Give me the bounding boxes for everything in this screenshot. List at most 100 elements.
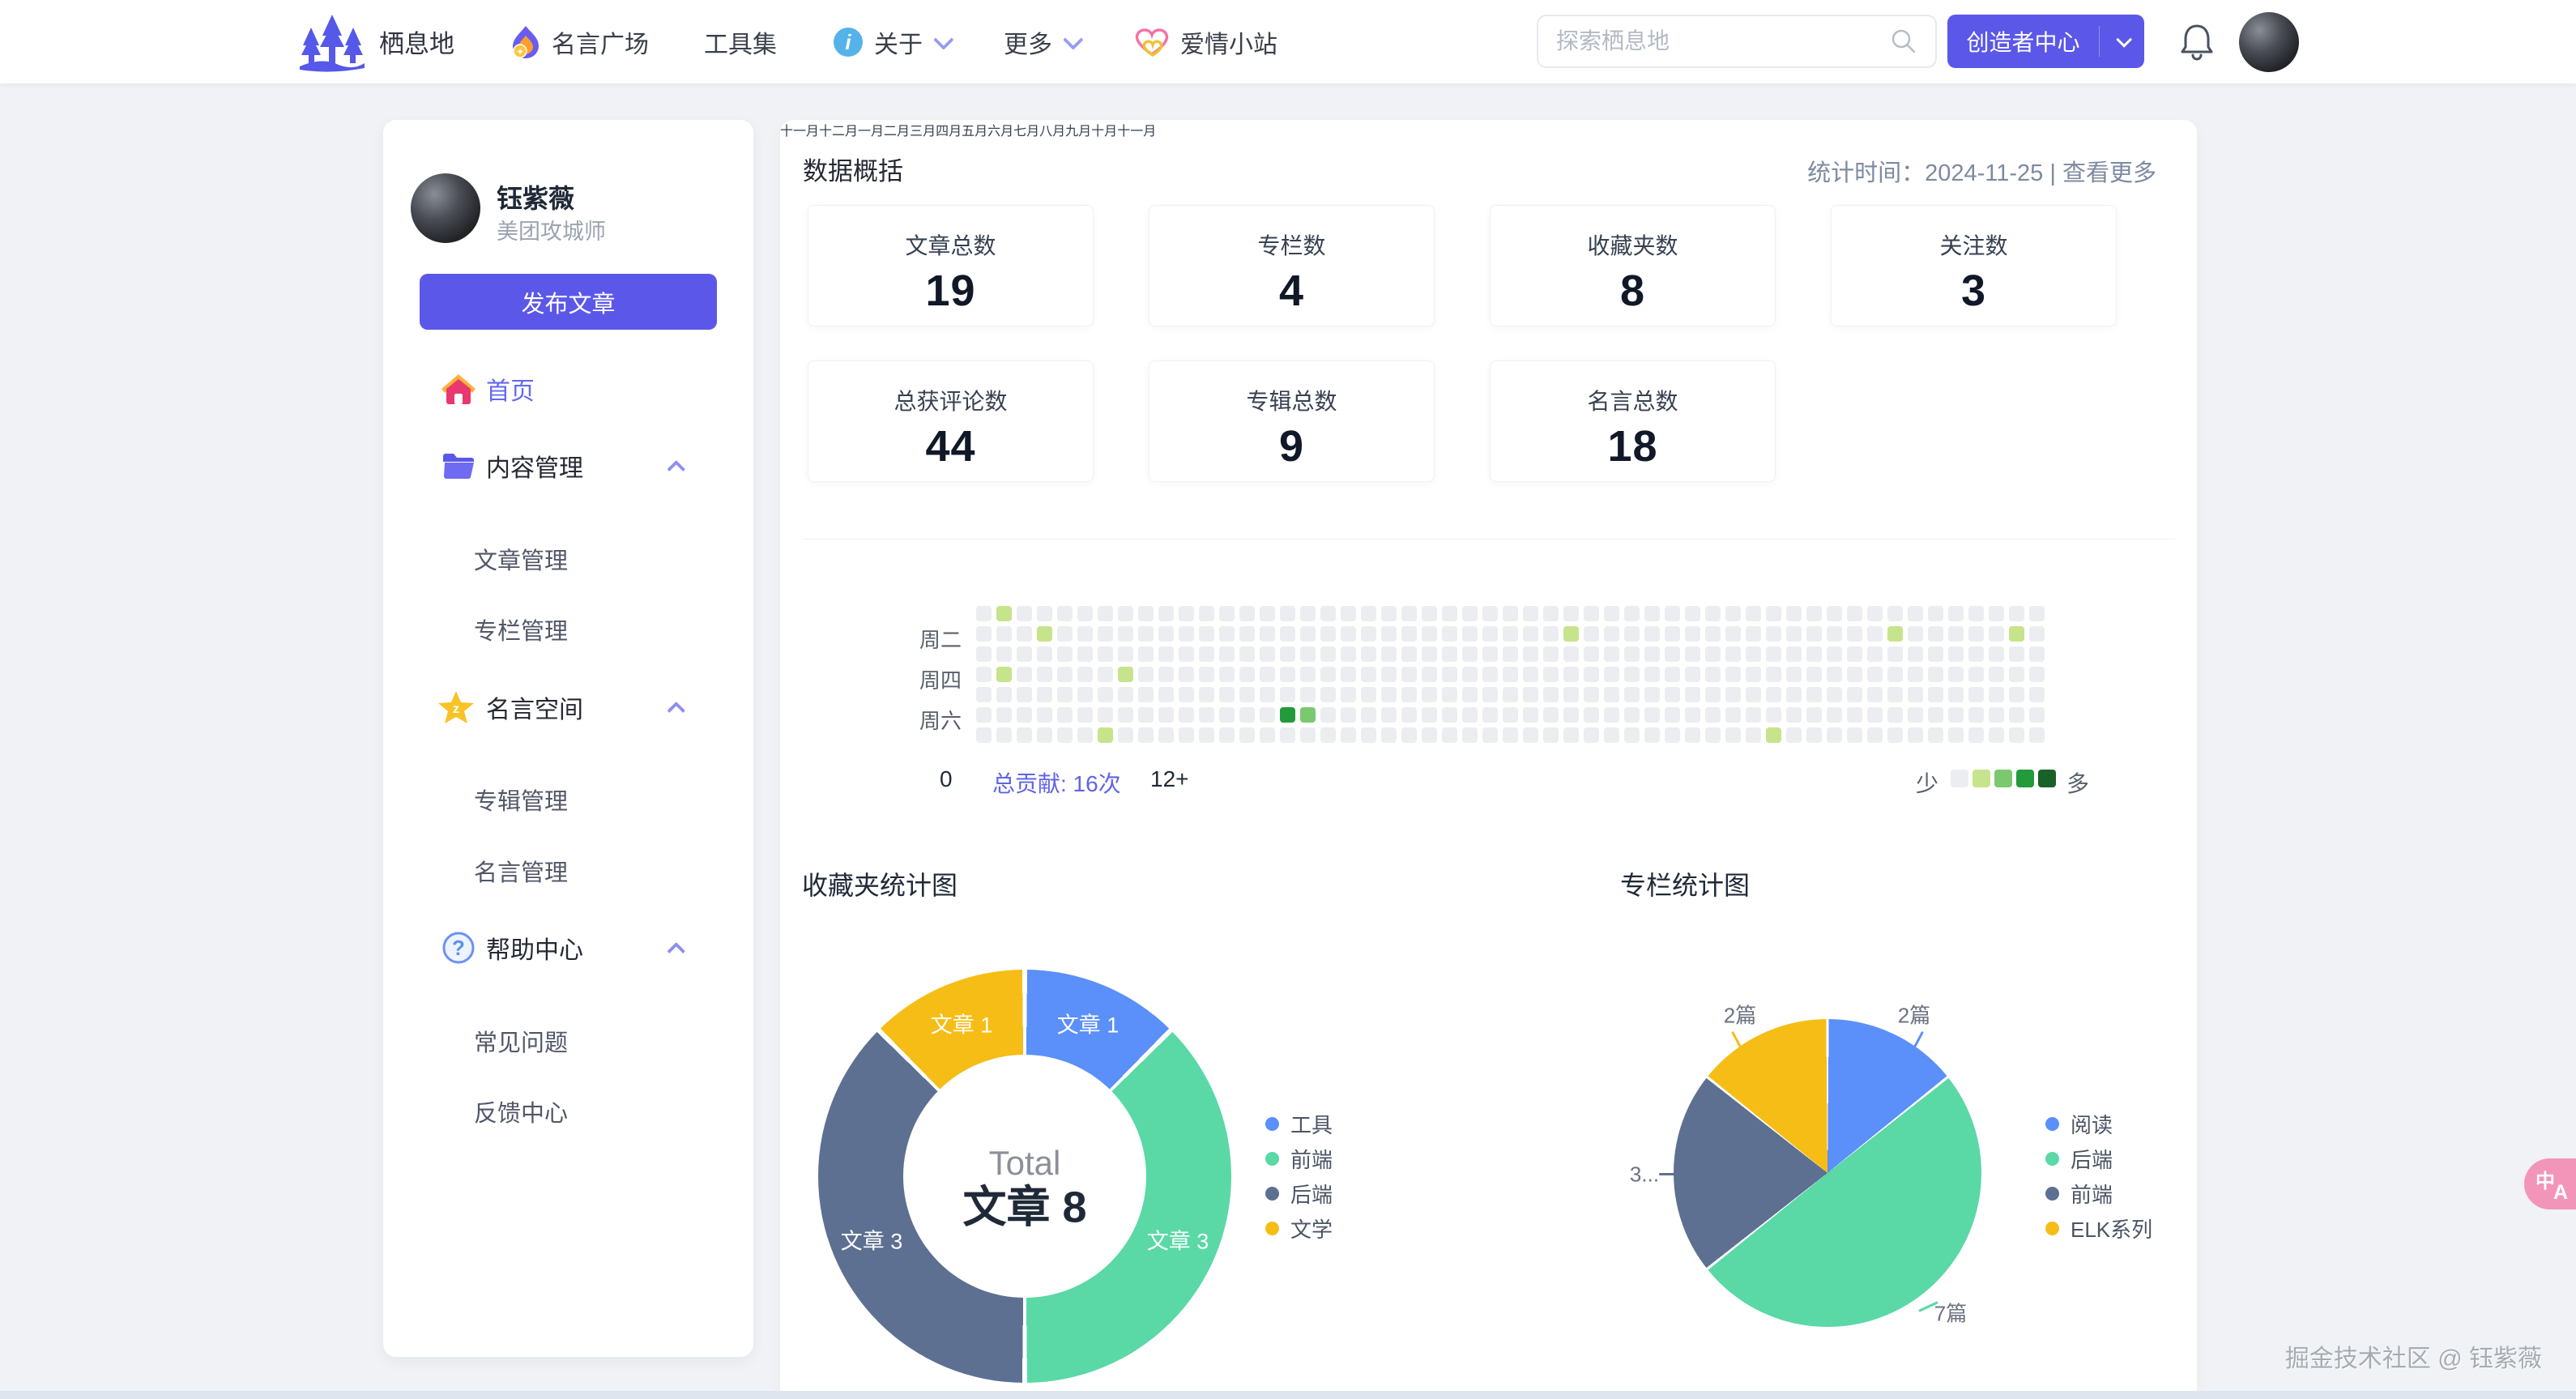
- donut-hole: [903, 1055, 1146, 1298]
- brand-name[interactable]: 栖息地: [379, 30, 454, 58]
- sidebar-item-label: 专辑管理: [474, 789, 569, 815]
- sidebar-section-content-management[interactable]: 内容管理: [383, 441, 753, 490]
- legend-dot: [2045, 1117, 2059, 1131]
- legend-item[interactable]: 后端: [2045, 1141, 2224, 1176]
- sidebar-item-quote-management[interactable]: 名言管理: [383, 847, 753, 895]
- legend-label: 文学: [1290, 1218, 1333, 1242]
- user-avatar[interactable]: [2239, 12, 2299, 72]
- publish-article-button[interactable]: 发布文章: [420, 274, 717, 330]
- favorites-donut-chart: Total 文章 8 文章 1 文章 3 文章 3 文章 1: [798, 949, 1252, 1399]
- stat-label: 专栏数: [1257, 233, 1326, 258]
- legend-item[interactable]: 后端: [1265, 1176, 1444, 1211]
- legend-label: 阅读: [2071, 1113, 2113, 1137]
- stat-label: 总获评论数: [893, 389, 1008, 414]
- legend-item[interactable]: 阅读: [2045, 1107, 2224, 1141]
- nav-item-label: 更多: [1004, 31, 1052, 58]
- chevron-up-icon: [667, 941, 686, 961]
- creator-center-label: 创造者中心: [1966, 30, 2080, 55]
- favorites-chart-title: 收藏夹统计图: [802, 871, 958, 900]
- sidebar-item-home[interactable]: 首页: [383, 365, 753, 413]
- legend-label: 前端: [2071, 1183, 2113, 1207]
- heatmap-day-label: 周四: [919, 668, 962, 693]
- nav-item-about[interactable]: i 关于: [832, 24, 954, 60]
- nav-item-quote-plaza[interactable]: ✦ 名言广场: [510, 24, 649, 60]
- sidebar-section-help-center[interactable]: ? 帮助中心: [383, 923, 753, 972]
- stat-value: 3: [1960, 267, 1987, 315]
- legend-item[interactable]: 前端: [2045, 1176, 2224, 1211]
- stat-value: 19: [925, 267, 976, 315]
- stat-value: 18: [1607, 422, 1658, 471]
- sidebar-item-column-management[interactable]: 专栏管理: [383, 605, 753, 654]
- heatmap-legend-more: 多: [2066, 771, 2090, 796]
- sidebar-item-label: 帮助中心: [486, 937, 583, 964]
- stat-card-quotes: 名言总数 18: [1490, 360, 1776, 482]
- separator: |: [2049, 160, 2056, 186]
- folder-icon: [441, 451, 476, 480]
- stat-card-albums: 专辑总数 9: [1149, 360, 1435, 482]
- sidebar-item-article-management[interactable]: 文章管理: [383, 535, 753, 583]
- star-icon: z: [437, 689, 476, 725]
- translate-button[interactable]: 中 A: [2524, 1158, 2576, 1209]
- site-logo-trees-icon[interactable]: [298, 10, 366, 75]
- stat-value: 8: [1619, 267, 1646, 315]
- stat-card-following: 关注数 3: [1831, 205, 2117, 326]
- chevron-down-icon: [1063, 28, 1084, 50]
- stat-label: 文章总数: [905, 233, 996, 258]
- profile-job-title: 美团攻城师: [497, 220, 606, 244]
- heatmap-legend-less: 少: [1916, 771, 1939, 796]
- legend-label: 后端: [1290, 1183, 1333, 1207]
- legend-item[interactable]: ELK系列: [2045, 1211, 2224, 1246]
- sidebar-item-album-management[interactable]: 专辑管理: [383, 775, 753, 824]
- columns-pie-chart: 2篇 2篇 3... 7篇: [1617, 962, 2038, 1384]
- pie-circle[interactable]: [1674, 1019, 1981, 1327]
- stat-label: 专辑总数: [1246, 389, 1337, 414]
- stat-label: 收藏夹数: [1587, 233, 1678, 258]
- sidebar-item-label: 首页: [486, 378, 535, 405]
- legend-item[interactable]: 工具: [1265, 1107, 1444, 1141]
- contribution-heatmap[interactable]: [976, 606, 2049, 748]
- nav-item-label: 爱情小站: [1180, 31, 1277, 58]
- translate-en-glyph: A: [2553, 1181, 2569, 1204]
- chevron-down-icon[interactable]: [2100, 31, 2144, 48]
- svg-text:✦: ✦: [516, 46, 524, 58]
- callout-frontend: 3...: [1629, 1162, 1660, 1187]
- stat-label: 名言总数: [1587, 389, 1678, 414]
- legend-dot: [1265, 1152, 1279, 1166]
- nav-item-more[interactable]: 更多: [1004, 24, 1084, 60]
- profile-name: 钰紫薇: [497, 184, 575, 213]
- callout-line: [1659, 1173, 1678, 1175]
- heatmap-month-labels: 十一月十二月一月二月三月四月五月六月七月八月九月十月十一月: [780, 125, 1157, 139]
- sidebar-item-label: 内容管理: [486, 455, 583, 482]
- heatmap-scale-max: 12+: [1150, 766, 1189, 791]
- total-contributions-link[interactable]: 总贡献: 16次: [992, 771, 1121, 796]
- stat-value: 44: [925, 422, 976, 471]
- chevron-up-icon: [667, 459, 686, 479]
- nav-item-love-station[interactable]: 爱情小站: [1133, 24, 1277, 60]
- sidebar-section-quote-space[interactable]: z 名言空间: [383, 683, 753, 731]
- slice-label-frontend: 文章 3: [1146, 1229, 1209, 1254]
- notifications-bell-icon[interactable]: [2176, 21, 2218, 63]
- legend-item[interactable]: 文学: [1265, 1211, 1444, 1246]
- view-more-link[interactable]: 查看更多: [2062, 160, 2156, 186]
- translate-zh-glyph: 中: [2535, 1171, 2555, 1192]
- callout-reading: 2篇: [1897, 1003, 1931, 1028]
- stats-time-row: 统计时间：2024-11-25 | 查看更多: [1807, 154, 2156, 188]
- sidebar-item-faq[interactable]: 常见问题: [383, 1017, 753, 1065]
- search-input[interactable]: [1556, 28, 1890, 54]
- horizontal-scrollbar[interactable]: [0, 1391, 2576, 1399]
- legend-item[interactable]: 前端: [1265, 1141, 1444, 1176]
- nav-item-toolkit[interactable]: 工具集: [704, 24, 777, 60]
- sidebar-item-feedback-center[interactable]: 反馈中心: [383, 1087, 753, 1136]
- svg-text:i: i: [845, 30, 851, 54]
- heatmap-day-label: 周二: [919, 628, 962, 652]
- creator-center-button[interactable]: 创造者中心: [1947, 15, 2144, 68]
- chevron-up-icon: [667, 701, 686, 720]
- search-icon[interactable]: [1890, 28, 1917, 55]
- slice-label-literature: 文章 1: [930, 1013, 993, 1038]
- favorites-chart-legend: 工具 前端 后端 文学: [1265, 1107, 1444, 1246]
- profile-avatar[interactable]: [411, 173, 480, 243]
- watermark: 掘金技术社区 @ 钰紫薇: [2284, 1346, 2542, 1372]
- heatmap-color-scale: [1951, 770, 2056, 787]
- slice-label-tools: 文章 1: [1056, 1013, 1120, 1038]
